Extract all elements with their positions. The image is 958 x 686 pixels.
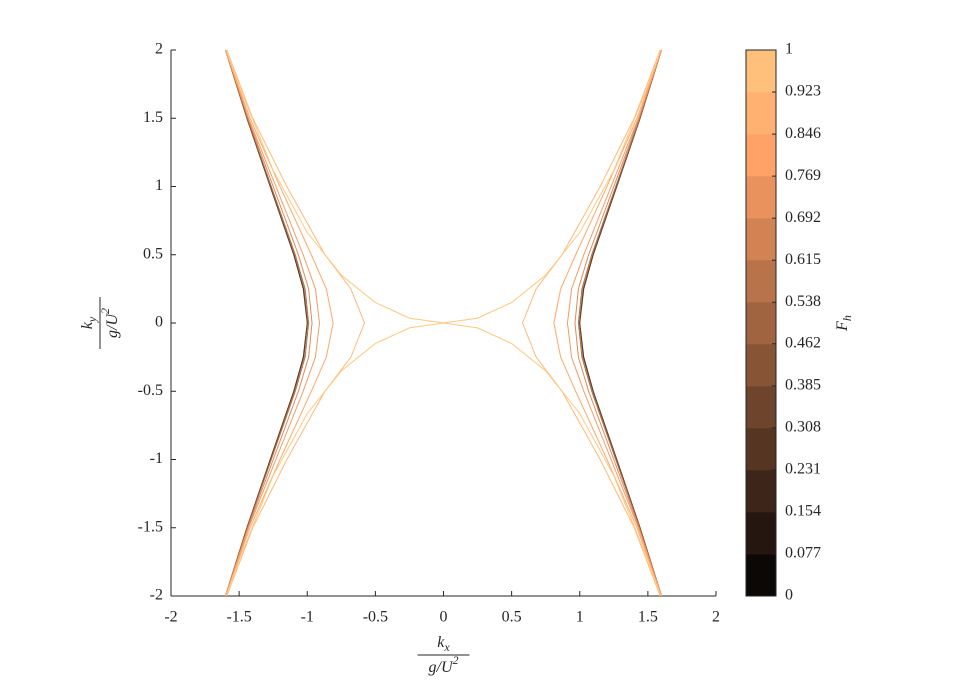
- text-part: h: [840, 315, 854, 321]
- y-axis-label-num: ky: [79, 316, 99, 329]
- curve: [225, 49, 662, 597]
- colorbar-band: [746, 554, 776, 597]
- text-part: k: [437, 634, 445, 651]
- text-part: F: [834, 321, 851, 332]
- colorbar-tick-label: 0.154: [785, 503, 821, 520]
- y-tick-label: 0: [155, 314, 163, 331]
- curve: [225, 49, 662, 597]
- curve: [225, 49, 662, 597]
- colorbar-band: [746, 512, 776, 555]
- colorbar-tick-label: 0.231: [785, 461, 821, 478]
- x-tick-label: -0.5: [363, 609, 388, 626]
- colorbar-tick-label: 1: [785, 41, 793, 58]
- x-axis-label-den: g/U2: [429, 653, 459, 676]
- x-tick-label: -1: [301, 609, 314, 626]
- y-axis-label-den: g/U2: [98, 308, 121, 338]
- x-tick-label: 1: [576, 609, 584, 626]
- text-part: k: [79, 321, 96, 329]
- colorbar-band: [746, 260, 776, 303]
- text-part: 2: [453, 653, 459, 667]
- text-part: 2: [98, 308, 112, 314]
- text-part: g/U: [429, 659, 454, 676]
- colorbar-tick-label: 0.308: [785, 419, 821, 436]
- colorbar-tick-label: 0.846: [785, 125, 821, 142]
- text-part: y: [85, 316, 99, 323]
- x-tick-label: 2: [712, 609, 720, 626]
- colorbar-tick-label: 0.615: [785, 251, 821, 268]
- y-tick-label: -1: [150, 450, 163, 467]
- colorbar-band: [746, 134, 776, 177]
- y-tick-label: -0.5: [138, 382, 163, 399]
- text-part: x: [443, 640, 450, 654]
- colorbar-frame: [745, 49, 777, 597]
- y-tick-label: 0.5: [143, 245, 163, 262]
- colorbar-tick-label: 0.077: [785, 545, 821, 562]
- colorbar-tick-label: 0.385: [785, 376, 821, 393]
- text-part: g/U: [104, 313, 121, 338]
- colorbar-tick-label: 0.692: [785, 209, 821, 226]
- x-tick-label: -2: [164, 609, 177, 626]
- colorbar-label: Fh: [834, 315, 854, 332]
- x-tick-label: -1.5: [226, 609, 251, 626]
- curve: [225, 49, 662, 597]
- x-axis-label-num: kx: [437, 634, 450, 654]
- colorbar-band: [746, 302, 776, 345]
- x-tick-label: 1.5: [638, 609, 658, 626]
- colorbar-tick-label: 0.923: [785, 83, 821, 100]
- y-axis-label: ky g/U2: [79, 297, 121, 349]
- colorbar-band: [746, 92, 776, 135]
- colorbar-tick-label: 0.538: [785, 293, 821, 310]
- y-tick-label: 1: [155, 177, 163, 194]
- colorbar-tick-label: 0: [785, 587, 793, 604]
- colorbar-band: [746, 50, 776, 93]
- colorbar-band: [746, 470, 776, 513]
- colorbar-band: [746, 428, 776, 471]
- x-tick-label: 0: [440, 609, 448, 626]
- colorbar-band: [746, 218, 776, 261]
- colorbar-band: [746, 386, 776, 429]
- y-tick-label: 1.5: [143, 109, 163, 126]
- curve: [226, 49, 661, 597]
- colorbar-tick-label: 0.769: [785, 167, 821, 184]
- colorbar-band: [746, 176, 776, 219]
- y-tick-label: -1.5: [138, 518, 163, 535]
- x-tick-label: 0.5: [502, 609, 522, 626]
- x-axis-label: kxg/U2: [417, 634, 470, 676]
- colorbar-band: [746, 344, 776, 387]
- curve: [226, 49, 661, 597]
- y-tick-label: 2: [155, 41, 163, 58]
- colorbar-tick-label: 0.462: [785, 334, 821, 351]
- y-tick-label: -2: [150, 587, 163, 604]
